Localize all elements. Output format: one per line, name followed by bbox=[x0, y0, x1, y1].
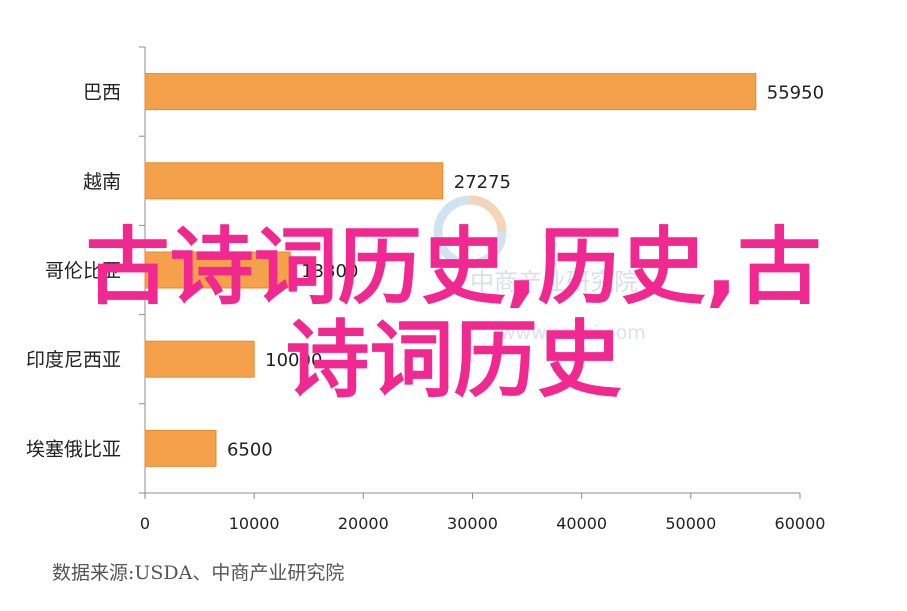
source-note: 数据来源:USDA、中商产业研究院 bbox=[52, 562, 345, 584]
x-tick-label: 60000 bbox=[775, 514, 826, 533]
watermark-url: www.askci.com bbox=[500, 322, 646, 344]
bar-3 bbox=[144, 340, 255, 378]
bar-2 bbox=[144, 251, 291, 289]
bar-4 bbox=[144, 429, 217, 467]
x-tick-label: 0 bbox=[140, 514, 150, 533]
value-label: 13300 bbox=[301, 261, 358, 282]
category-label: 埃塞俄比亚 bbox=[26, 438, 121, 460]
x-tick-label: 10000 bbox=[229, 514, 280, 533]
x-tick-label: 30000 bbox=[447, 514, 498, 533]
chart-bars bbox=[144, 73, 757, 467]
category-label: 巴西 bbox=[83, 82, 121, 104]
value-labels: 55950 27275 13300 10000 6500 bbox=[227, 83, 824, 461]
x-tick-labels: 0 10000 20000 30000 40000 50000 60000 bbox=[140, 514, 826, 533]
overlay-title-line-1: 古诗词历史,历史,古 bbox=[85, 218, 822, 316]
category-label: 越南 bbox=[83, 171, 121, 193]
bar-0 bbox=[144, 73, 757, 111]
x-tick-label: 50000 bbox=[665, 514, 716, 533]
overlay-title-line-2: 诗词历史 bbox=[285, 311, 622, 409]
category-label: 印度尼西亚 bbox=[26, 349, 121, 371]
x-tick-label: 40000 bbox=[556, 514, 607, 533]
chart-axes bbox=[139, 46, 801, 499]
value-label: 10000 bbox=[265, 350, 322, 371]
value-label: 27275 bbox=[454, 172, 511, 193]
x-tick-label: 20000 bbox=[338, 514, 389, 533]
value-label: 55950 bbox=[767, 83, 824, 104]
askci-logo-icon bbox=[433, 195, 507, 269]
category-label: 哥伦比亚 bbox=[45, 260, 121, 282]
watermark-text: 中商产业研究院 bbox=[470, 268, 638, 296]
value-label: 6500 bbox=[227, 439, 273, 460]
bar-1 bbox=[144, 162, 444, 200]
